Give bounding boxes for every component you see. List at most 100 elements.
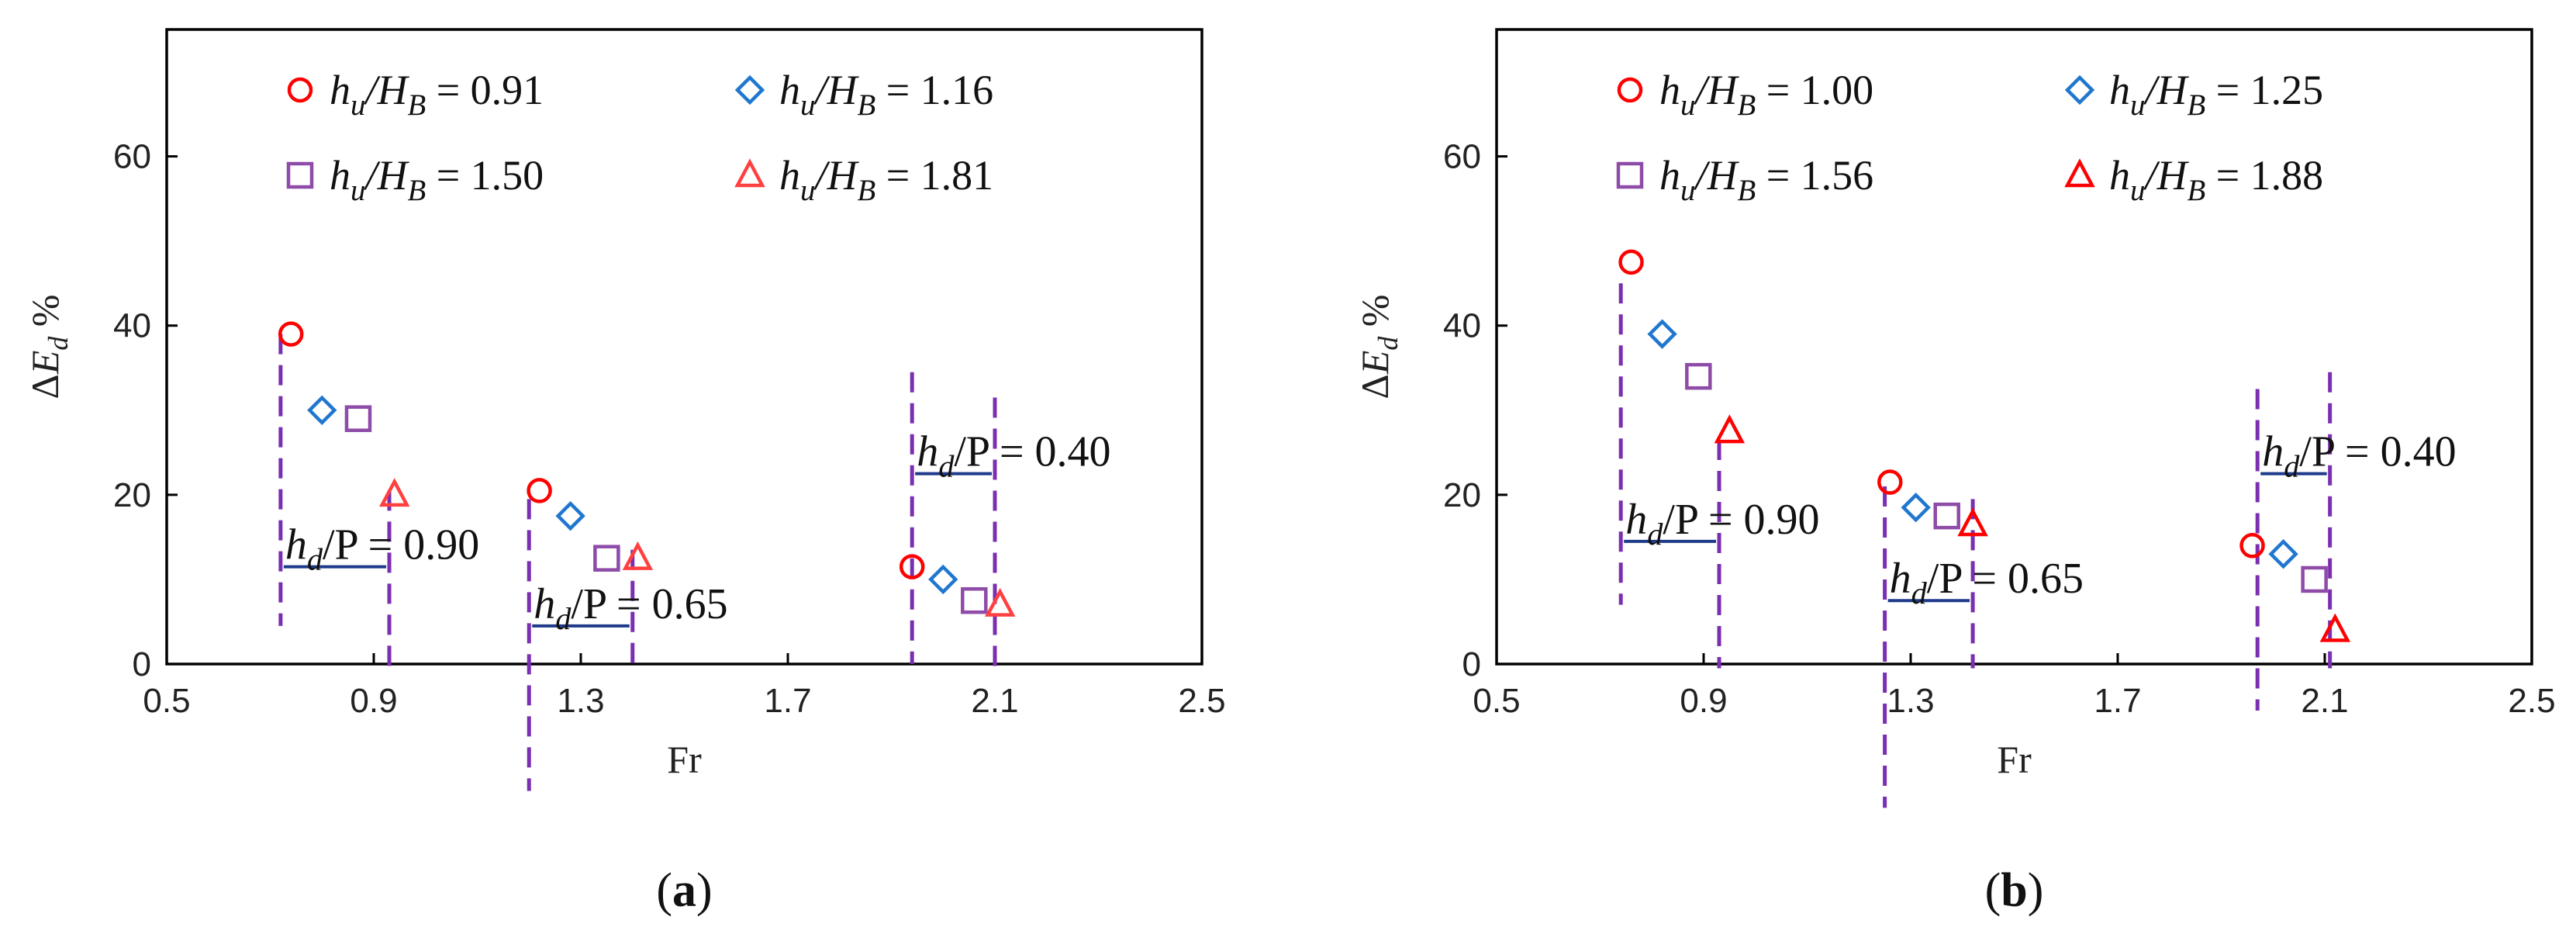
legend-item-1: hu​/HB​ = 1.16 — [734, 67, 993, 122]
x-tick-label: 0.9 — [350, 682, 397, 720]
legend-item-1: hu​/HB​ = 1.25 — [2064, 67, 2323, 122]
data-point-square — [961, 586, 988, 614]
data-point-circle — [1877, 469, 1903, 495]
legend: hu​/HB​ = 0.91 hu​/HB​ = 1.16 hu​/HB​ = 1.… — [286, 67, 993, 207]
series-2 — [1685, 362, 2328, 593]
x-axis-label: Fr — [1997, 738, 2032, 781]
data-point-triangle — [1714, 414, 1746, 444]
annotation-hd-p-2: hd​/P = 0.40 — [2255, 372, 2457, 711]
y-axis-label: ΔEd % — [23, 295, 74, 400]
y-tick-label: 60 — [113, 138, 151, 176]
legend-label: hu​/HB​ = 1.88 — [2109, 152, 2323, 207]
annotation-hd-p-0: hd​/P = 0.90 — [1618, 283, 1820, 669]
chart-panel-a: 0.5 0.9 1.3 1.7 2.1 2.5 0 20 40 60 Fr ΔEd % hd​/P = … — [23, 28, 1226, 917]
data-point-diamond — [1647, 319, 1677, 349]
data-point-diamond — [307, 395, 337, 425]
x-tick-label: 2.5 — [1178, 682, 1225, 720]
annotation-label: hd​/P = 0.65 — [1890, 555, 2084, 611]
annotation-hd-p-2: hd​/P = 0.40 — [910, 372, 1111, 669]
data-point-triangle — [984, 587, 1016, 617]
legend-marker-triangle — [734, 158, 765, 188]
x-tick-label: 0.5 — [143, 682, 190, 720]
plot-frame — [165, 28, 1203, 666]
y-tick-label: 0 — [1462, 645, 1481, 683]
series-3 — [378, 478, 1016, 617]
data-point-diamond — [555, 500, 585, 531]
y-tick-label: 0 — [133, 645, 151, 683]
x-tick-label: 0.9 — [1680, 682, 1727, 720]
data-point-square — [344, 405, 372, 432]
legend-item-0: hu​/HB​ = 0.91 — [287, 67, 544, 122]
legend-label: hu​/HB​ = 1.16 — [779, 67, 993, 122]
series-0 — [278, 321, 925, 579]
data-point-circle — [2239, 533, 2265, 559]
annotation-label: hd​/P = 0.40 — [2262, 428, 2456, 484]
data-point-square — [2301, 566, 2328, 593]
x-tick-label: 1.7 — [2094, 682, 2141, 720]
legend-label: hu​/HB​ = 1.81 — [779, 152, 993, 207]
legend-marker-triangle — [2064, 158, 2095, 188]
panel-label-b: (b) — [1985, 864, 2044, 917]
annotation-label: hd​/P = 0.65 — [534, 580, 727, 636]
annotation-hd-p-1: hd​/P = 0.65 — [527, 499, 728, 791]
data-point-triangle — [1957, 507, 1988, 537]
x-tick-label: 1.3 — [1887, 682, 1934, 720]
legend-label: hu​/HB​ = 1.00 — [1659, 67, 1873, 122]
x-axis-label: Fr — [667, 738, 702, 781]
y-axis-label: ΔEd % — [1353, 295, 1404, 400]
data-point-circle — [527, 478, 552, 503]
y-tick-label: 40 — [113, 307, 151, 345]
legend-marker-square — [1616, 161, 1644, 189]
legend-item-2: hu​/HB​ = 1.56 — [1616, 152, 1873, 207]
legend-label: hu​/HB​ = 0.91 — [330, 67, 544, 122]
legend-label: hu​/HB​ = 1.50 — [330, 152, 544, 207]
legend-item-2: hu​/HB​ = 1.50 — [286, 152, 544, 207]
data-point-triangle — [2319, 613, 2351, 642]
data-point-triangle — [378, 478, 410, 507]
series-1 — [1647, 319, 2298, 569]
data-point-square — [1933, 502, 1960, 530]
panel-label-a: (a) — [656, 864, 712, 917]
data-point-diamond — [1901, 493, 1931, 523]
x-tick-label: 2.5 — [2508, 682, 2555, 720]
data-point-diamond — [928, 564, 958, 595]
legend-marker-circle — [287, 77, 313, 103]
x-tick-label: 2.1 — [971, 682, 1018, 720]
series-2 — [344, 405, 988, 614]
annotation-label: hd​/P = 0.40 — [917, 428, 1110, 484]
data-point-circle — [899, 554, 925, 579]
chart-panel-b: 0.5 0.9 1.3 1.7 2.1 2.5 0 20 40 60 Fr ΔEd % hd​/P = … — [1353, 28, 2556, 917]
legend-marker-square — [286, 161, 314, 189]
y-tick-label: 60 — [1443, 138, 1481, 176]
data-point-triangle — [622, 541, 654, 570]
y-tick-label: 20 — [113, 476, 151, 514]
legend-marker-circle — [1617, 77, 1643, 103]
data-point-circle — [278, 321, 304, 347]
data-point-circle — [1618, 249, 1644, 275]
series-0 — [1618, 249, 2265, 559]
annotation-hd-p-1: hd​/P = 0.65 — [1883, 486, 2084, 808]
y-tick-label: 40 — [1443, 307, 1481, 345]
legend-marker-diamond — [734, 74, 765, 105]
data-point-square — [1685, 362, 1712, 390]
annotation-label: hd​/P = 0.90 — [1625, 496, 1819, 552]
annotation-hd-p-0: hd​/P = 0.90 — [278, 334, 479, 669]
plot-frame — [1495, 28, 2533, 666]
x-tick-label: 1.7 — [764, 682, 811, 720]
legend-label: hu​/HB​ = 1.25 — [2109, 67, 2323, 122]
legend-item-3: hu​/HB​ = 1.81 — [734, 152, 993, 207]
y-tick-label: 20 — [1443, 476, 1481, 514]
series-1 — [307, 395, 958, 595]
legend-item-0: hu​/HB​ = 1.00 — [1617, 67, 1873, 122]
x-tick-label: 2.1 — [2301, 682, 2348, 720]
legend: hu​/HB​ = 1.00 hu​/HB​ = 1.25 hu​/HB​ = 1.… — [1616, 67, 2323, 207]
x-tick-label: 1.3 — [557, 682, 604, 720]
legend-item-3: hu​/HB​ = 1.88 — [2064, 152, 2323, 207]
legend-marker-diamond — [2064, 74, 2095, 105]
x-tick-label: 0.5 — [1473, 682, 1520, 720]
data-point-square — [593, 545, 620, 572]
annotation-label: hd​/P = 0.90 — [285, 521, 479, 577]
series-3 — [1714, 414, 2351, 642]
